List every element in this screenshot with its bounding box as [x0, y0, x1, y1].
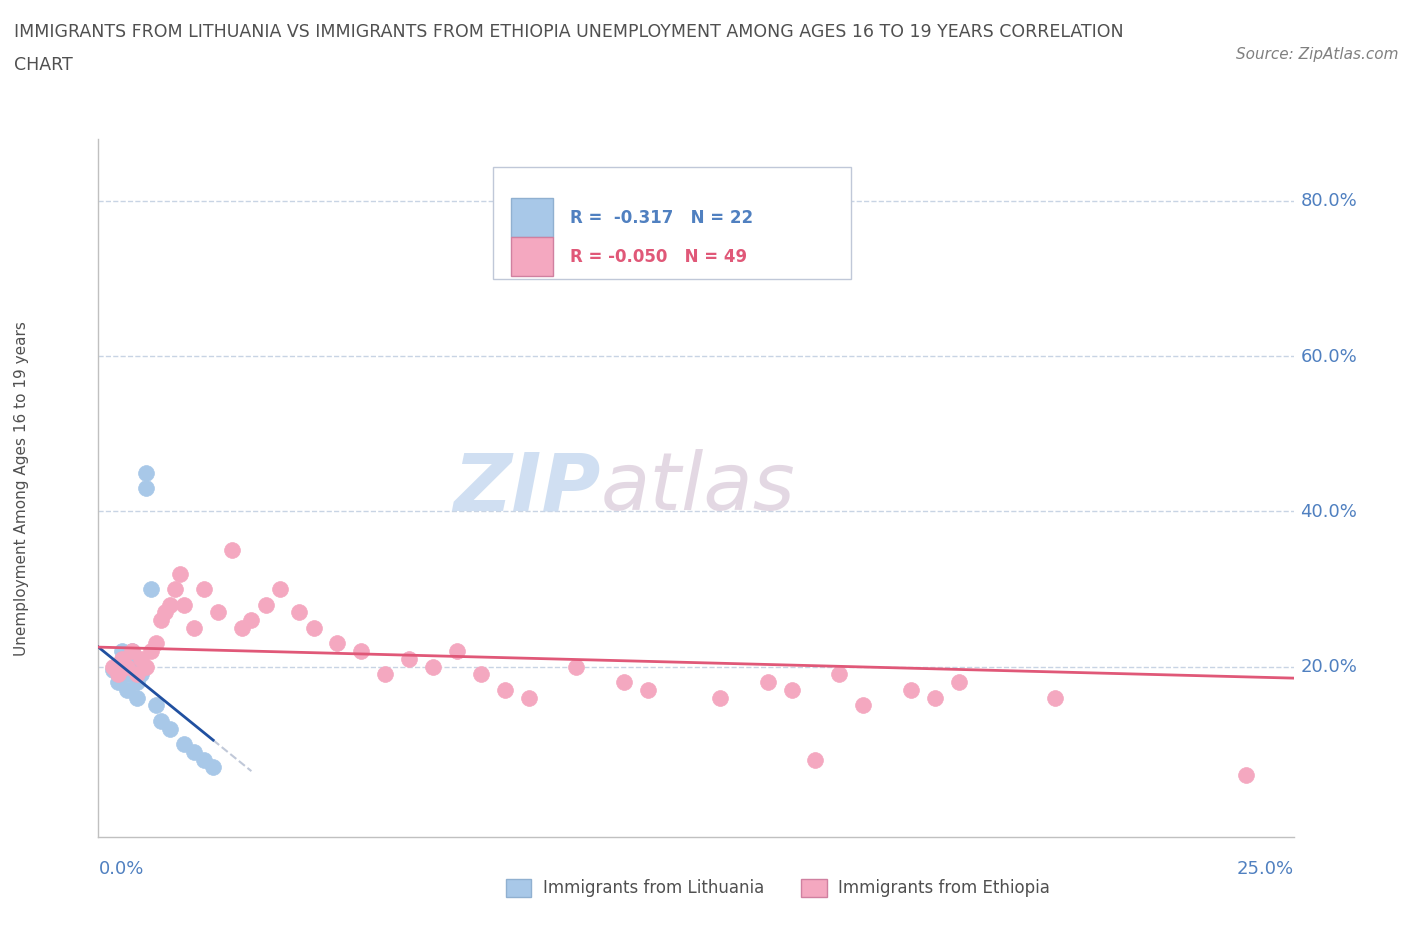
- Text: 80.0%: 80.0%: [1301, 193, 1357, 210]
- Point: [183, 744, 205, 759]
- Text: R =  -0.317   N = 22: R = -0.317 N = 22: [571, 208, 754, 227]
- Point: [101, 663, 124, 678]
- Point: [145, 636, 167, 651]
- Point: [422, 659, 444, 674]
- Text: Source: ZipAtlas.com: Source: ZipAtlas.com: [1236, 46, 1399, 61]
- Point: [159, 597, 181, 612]
- Text: 40.0%: 40.0%: [1301, 502, 1357, 521]
- Point: [121, 644, 143, 658]
- Point: [131, 667, 153, 682]
- Point: [517, 690, 540, 705]
- Point: [115, 667, 138, 682]
- Point: [125, 690, 148, 705]
- Point: [139, 581, 162, 596]
- Point: [131, 651, 153, 666]
- Text: Immigrants from Lithuania: Immigrants from Lithuania: [543, 879, 763, 897]
- Point: [302, 620, 325, 635]
- Point: [173, 597, 195, 612]
- Point: [709, 690, 731, 705]
- Point: [494, 683, 516, 698]
- Point: [163, 581, 186, 596]
- Point: [149, 613, 172, 628]
- Point: [398, 651, 420, 666]
- Point: [149, 713, 172, 728]
- Point: [115, 683, 138, 698]
- Point: [756, 674, 779, 689]
- Point: [125, 667, 148, 682]
- Point: [159, 721, 181, 736]
- Point: [101, 659, 124, 674]
- Point: [183, 620, 205, 635]
- Point: [924, 690, 946, 705]
- Point: [221, 543, 243, 558]
- Point: [269, 581, 291, 596]
- Point: [169, 566, 191, 581]
- Point: [107, 674, 129, 689]
- Text: Immigrants from Ethiopia: Immigrants from Ethiopia: [838, 879, 1050, 897]
- Point: [121, 644, 143, 658]
- Point: [207, 604, 229, 619]
- Point: [1043, 690, 1066, 705]
- Point: [121, 659, 143, 674]
- Point: [107, 667, 129, 682]
- Text: CHART: CHART: [14, 56, 73, 73]
- Point: [240, 613, 263, 628]
- Point: [852, 698, 875, 712]
- Point: [193, 581, 215, 596]
- Point: [125, 674, 148, 689]
- Point: [326, 636, 349, 651]
- Point: [1234, 767, 1257, 782]
- Point: [111, 644, 134, 658]
- Text: Unemployment Among Ages 16 to 19 years: Unemployment Among Ages 16 to 19 years: [14, 321, 28, 656]
- Point: [173, 737, 195, 751]
- Point: [254, 597, 277, 612]
- Text: R = -0.050   N = 49: R = -0.050 N = 49: [571, 247, 748, 266]
- Point: [637, 683, 659, 698]
- Text: 0.0%: 0.0%: [98, 860, 143, 878]
- Text: atlas: atlas: [600, 449, 796, 527]
- Point: [135, 465, 157, 480]
- Point: [804, 752, 827, 767]
- Point: [231, 620, 253, 635]
- Point: [135, 659, 157, 674]
- Point: [374, 667, 396, 682]
- FancyBboxPatch shape: [494, 167, 851, 279]
- Text: 60.0%: 60.0%: [1301, 348, 1357, 365]
- Point: [155, 604, 177, 619]
- Point: [780, 683, 803, 698]
- Point: [613, 674, 636, 689]
- Point: [446, 644, 468, 658]
- Point: [135, 481, 157, 496]
- Point: [288, 604, 311, 619]
- Text: 25.0%: 25.0%: [1236, 860, 1294, 878]
- Bar: [510, 237, 553, 276]
- Point: [115, 659, 138, 674]
- Point: [111, 651, 134, 666]
- Point: [828, 667, 851, 682]
- Point: [145, 698, 167, 712]
- Bar: [510, 198, 553, 237]
- Text: ZIP: ZIP: [453, 449, 600, 527]
- Point: [131, 659, 153, 674]
- Point: [948, 674, 970, 689]
- Point: [350, 644, 373, 658]
- Point: [900, 683, 922, 698]
- Point: [193, 752, 215, 767]
- Point: [470, 667, 492, 682]
- Point: [202, 760, 225, 775]
- Text: IMMIGRANTS FROM LITHUANIA VS IMMIGRANTS FROM ETHIOPIA UNEMPLOYMENT AMONG AGES 16: IMMIGRANTS FROM LITHUANIA VS IMMIGRANTS …: [14, 23, 1123, 41]
- Point: [565, 659, 588, 674]
- Point: [139, 644, 162, 658]
- Text: 20.0%: 20.0%: [1301, 658, 1357, 675]
- Point: [111, 659, 134, 674]
